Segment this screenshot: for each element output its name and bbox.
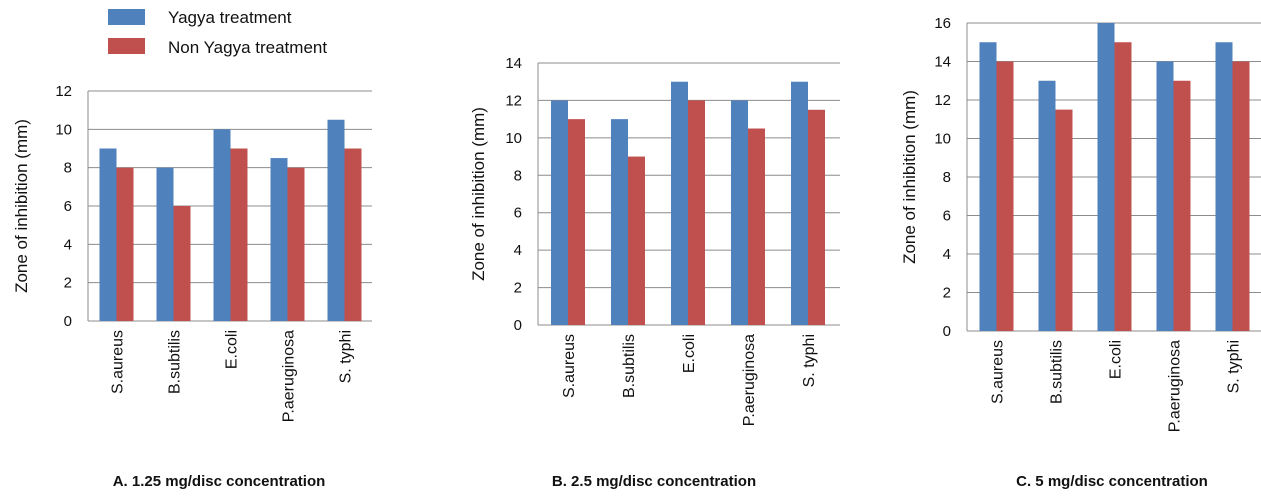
bar-non-yagya [1174, 81, 1191, 331]
x-category-label: S. typhi [801, 334, 818, 387]
y-axis-title: Zone of inhibition (mm) [12, 119, 31, 293]
y-tick-label: 0 [514, 317, 522, 334]
x-category-label: S.aureus [561, 334, 578, 398]
x-category-label: E.coli [224, 330, 241, 369]
x-category-label: B.subtilis [621, 334, 638, 398]
y-tick-label: 6 [514, 205, 522, 222]
y-tick-label: 4 [514, 242, 522, 259]
y-tick-label: 12 [55, 83, 72, 100]
y-tick-label: 12 [934, 92, 951, 109]
legend-swatch-non-yagya [108, 38, 145, 54]
bar-yagya [1157, 62, 1174, 332]
x-category-label: P.aeruginosa [1167, 340, 1184, 432]
bar-non-yagya [231, 149, 248, 322]
y-axis-title: Zone of inhibition (mm) [900, 90, 919, 264]
y-tick-label: 10 [934, 131, 951, 148]
bar-non-yagya [997, 62, 1014, 332]
bar-yagya [611, 119, 628, 325]
bar-non-yagya [1056, 110, 1073, 331]
y-tick-label: 6 [64, 198, 72, 215]
y-tick-label: 8 [64, 160, 72, 177]
chart-c: 0 2 4 6 8 10 12 14 16 S.aureus B.subtilis E.coli P.a… [900, 15, 1261, 432]
y-tick-label: 8 [943, 169, 951, 186]
bar-non-yagya [174, 206, 191, 321]
bar-non-yagya [117, 168, 134, 321]
y-tick-label: 6 [943, 208, 951, 225]
bar-non-yagya [808, 110, 825, 325]
x-category-label: S. typhi [338, 330, 355, 383]
y-tick-label: 8 [514, 167, 522, 184]
x-category-label: E.coli [1108, 340, 1125, 379]
y-tick-label: 14 [934, 54, 951, 71]
bar-yagya [1039, 81, 1056, 331]
y-tick-label: 2 [64, 275, 72, 292]
bar-yagya [1098, 23, 1115, 331]
bar-yagya [671, 82, 688, 325]
caption-chart-c: C. 5 mg/disc concentration [1016, 473, 1208, 490]
caption-chart-a: A. 1.25 mg/disc concentration [113, 473, 326, 490]
x-category-label: E.coli [681, 334, 698, 373]
x-category-label: B.subtilis [167, 330, 184, 394]
y-axis-title: Zone of inhibition (mm) [469, 107, 488, 281]
bar-yagya [214, 129, 231, 321]
bar-yagya [328, 120, 345, 321]
bar-non-yagya [568, 119, 585, 325]
x-category-label: S.aureus [990, 340, 1007, 404]
legend-label-non-yagya: Non Yagya treatment [168, 38, 327, 57]
legend: Yagya treatment Non Yagya treatment [108, 8, 327, 57]
legend-label-yagya: Yagya treatment [168, 8, 292, 27]
bar-non-yagya [1233, 62, 1250, 332]
y-tick-label: 12 [505, 92, 522, 109]
bar-non-yagya [345, 149, 362, 322]
bar-yagya [551, 100, 568, 325]
bar-non-yagya [628, 157, 645, 325]
x-category-label: P.aeruginosa [741, 334, 758, 426]
y-tick-label: 14 [505, 55, 522, 72]
bar-non-yagya [688, 100, 705, 325]
bar-non-yagya [748, 129, 765, 326]
bar-yagya [1216, 42, 1233, 331]
y-tick-label: 0 [943, 323, 951, 340]
y-tick-label: 4 [64, 236, 72, 253]
y-tick-label: 2 [514, 280, 522, 297]
x-category-label: B.subtilis [1049, 340, 1066, 404]
chart-a: 0 2 4 6 8 10 12 S.aureus B.subtilis E.coli P.aerug… [12, 83, 372, 422]
chart-b: 0 2 4 6 8 10 12 14 S.aureus B.subtilis E.coli P.aer… [469, 55, 840, 426]
y-tick-label: 2 [943, 285, 951, 302]
x-category-label: S.aureus [110, 330, 127, 394]
bar-non-yagya [288, 168, 305, 321]
legend-swatch-yagya [108, 9, 145, 25]
bar-yagya [100, 149, 117, 322]
bar-non-yagya [1115, 42, 1132, 331]
bar-yagya [791, 82, 808, 325]
y-tick-label: 4 [943, 246, 951, 263]
x-category-label: P.aeruginosa [281, 330, 298, 422]
y-tick-label: 10 [505, 130, 522, 147]
y-tick-label: 10 [55, 121, 72, 138]
bar-yagya [731, 100, 748, 325]
bar-yagya [980, 42, 997, 331]
y-tick-label: 16 [934, 15, 951, 32]
x-category-label: S. typhi [1226, 340, 1243, 393]
bar-yagya [157, 168, 174, 321]
caption-chart-b: B. 2.5 mg/disc concentration [552, 473, 756, 490]
bar-yagya [271, 158, 288, 321]
y-tick-label: 0 [64, 313, 72, 330]
